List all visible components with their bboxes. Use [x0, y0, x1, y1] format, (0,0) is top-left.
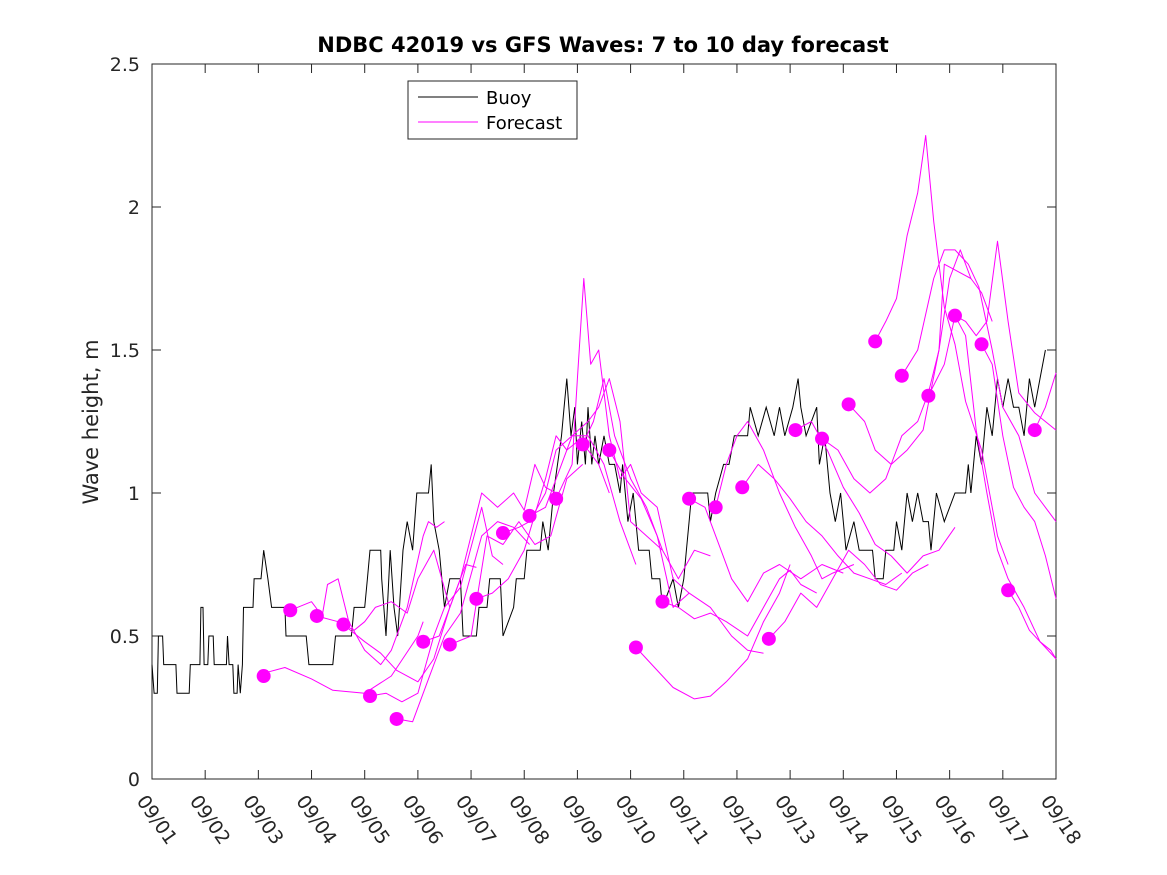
- x-tick-label: 09/18: [1036, 791, 1085, 848]
- forecast-marker: [442, 637, 457, 652]
- forecast-marker: [1001, 583, 1016, 598]
- forecast-marker: [495, 526, 510, 541]
- forecast-marker: [894, 368, 909, 383]
- y-tick-label: 2.5: [110, 54, 140, 76]
- y-axis-label: Wave height, m: [79, 339, 103, 504]
- forecast-line: [981, 344, 1057, 599]
- forecast-line: [555, 278, 690, 594]
- x-tick-label: 09/06: [398, 791, 447, 848]
- forecast-line: [1007, 589, 1057, 660]
- forecast-marker: [309, 608, 324, 623]
- x-tick-label: 09/09: [557, 791, 606, 848]
- forecast-marker: [628, 640, 643, 655]
- x-tick-label: 09/04: [291, 791, 340, 848]
- forecast-marker: [416, 634, 431, 649]
- forecast-line: [502, 435, 637, 565]
- forecast-line: [290, 521, 445, 666]
- forecast-line: [423, 463, 557, 643]
- forecast-marker: [336, 617, 351, 632]
- forecast-line: [927, 240, 1057, 431]
- legend-box: [407, 80, 578, 140]
- forecast-line: [263, 621, 424, 694]
- x-tick-label: 09/13: [770, 791, 819, 848]
- forecast-line: [1034, 372, 1057, 431]
- x-tick-label: 09/14: [823, 791, 872, 848]
- x-tick-label: 09/03: [238, 791, 287, 848]
- forecast-line: [582, 378, 711, 580]
- forecast-line: [768, 549, 929, 640]
- x-tick-label: 09/11: [664, 791, 713, 848]
- forecast-marker: [469, 591, 484, 606]
- forecast-marker: [815, 431, 830, 446]
- legend: Buoy Forecast: [407, 80, 578, 140]
- x-tick-label: 09/16: [930, 791, 979, 848]
- forecast-marker: [974, 337, 989, 352]
- forecast-line: [715, 421, 855, 580]
- forecast-marker: [575, 437, 590, 452]
- forecast-line: [635, 564, 791, 700]
- forecast-marker: [761, 631, 776, 646]
- legend-buoy-label: Buoy: [486, 88, 532, 109]
- forecast-marker: [947, 308, 962, 323]
- forecast-line: [874, 135, 1009, 565]
- forecast-marker: [363, 689, 378, 704]
- forecast-marker: [921, 388, 936, 403]
- forecast-marker: [841, 397, 856, 412]
- forecast-marker: [708, 500, 723, 515]
- y-tick-label: 1: [128, 483, 140, 505]
- forecast-marker: [283, 603, 298, 618]
- forecast-line: [741, 463, 903, 585]
- forecast-marker: [868, 334, 883, 349]
- y-tick-label: 1.5: [110, 340, 140, 362]
- forecast-line: [396, 521, 530, 723]
- forecast-marker: [389, 711, 404, 726]
- forecast-marker: [1027, 423, 1042, 438]
- forecast-line: [529, 378, 663, 551]
- forecast-marker: [602, 443, 617, 458]
- forecast-line: [954, 315, 1057, 660]
- y-tick-label: 0: [128, 769, 140, 791]
- forecast-marker: [549, 491, 564, 506]
- forecast-markers: [256, 308, 1042, 726]
- x-tick-label: 09/10: [610, 791, 659, 848]
- x-tick-label: 09/12: [717, 791, 766, 848]
- x-tick-label: 09/05: [345, 791, 394, 848]
- plot-area: [151, 63, 1057, 780]
- y-tick-label: 2: [128, 197, 140, 219]
- x-tick-label: 09/07: [451, 791, 500, 848]
- x-tick-label: 09/01: [132, 791, 181, 848]
- x-tick-label: 09/02: [185, 791, 234, 848]
- forecast-line: [662, 569, 817, 637]
- x-tick-label: 09/17: [983, 791, 1032, 848]
- forecast-line: [476, 435, 610, 600]
- forecast-marker: [735, 480, 750, 495]
- forecast-marker: [655, 594, 670, 609]
- forecast-marker: [682, 491, 697, 506]
- legend-forecast-label: Forecast: [486, 113, 562, 134]
- chart-title: NDBC 42019 vs GFS Waves: 7 to 10 day for…: [317, 33, 888, 57]
- forecast-marker: [256, 669, 271, 684]
- y-tick-label: 0.5: [110, 626, 140, 648]
- forecast-marker: [788, 423, 803, 438]
- forecast-line: [608, 449, 764, 654]
- forecast-line: [821, 249, 972, 494]
- forecast-line: [688, 498, 844, 603]
- forecast-marker: [522, 508, 537, 523]
- x-tick-label: 09/15: [876, 791, 925, 848]
- forecast-line: [901, 249, 1057, 522]
- x-tick-label: 09/08: [504, 791, 553, 848]
